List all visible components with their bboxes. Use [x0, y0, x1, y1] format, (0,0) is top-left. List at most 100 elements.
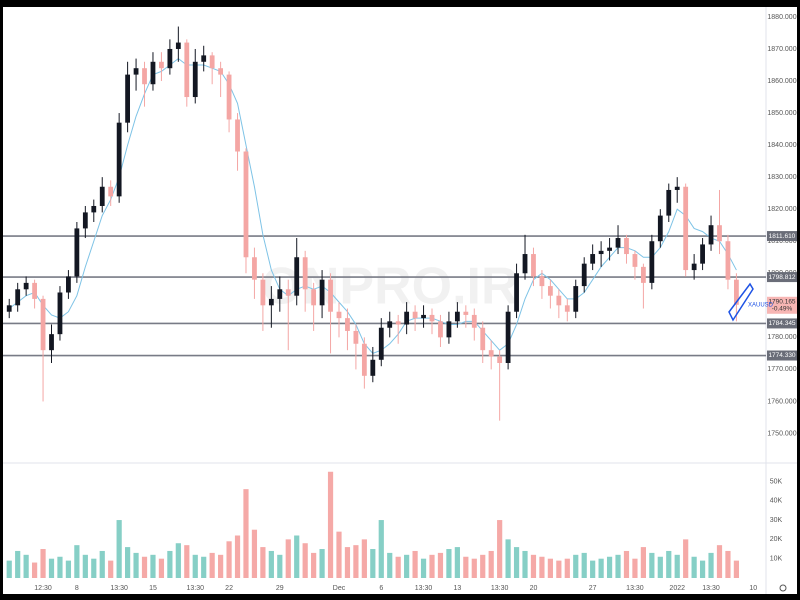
y-tick-label: 1820.000	[767, 206, 796, 213]
y-tick-label: 1860.000	[767, 78, 796, 85]
candle-body	[666, 189, 672, 216]
x-tick-label: 29	[276, 585, 284, 592]
candle-body	[691, 263, 697, 271]
candle-body	[649, 241, 655, 283]
volume-bar	[615, 554, 621, 578]
level-tag	[767, 231, 797, 242]
volume-bar	[167, 550, 173, 578]
candle-body	[573, 286, 579, 312]
volume-bar	[420, 558, 427, 578]
candle-body	[226, 74, 232, 120]
volume-bar	[294, 535, 300, 578]
volume-bar	[370, 549, 376, 578]
x-tick-label: 22	[225, 585, 233, 592]
candle-body	[708, 225, 714, 245]
volume-bar	[302, 543, 308, 578]
x-tick-label: 13:30	[110, 585, 128, 592]
candle-body	[378, 327, 384, 360]
volume-bar	[150, 554, 156, 578]
volume-bar	[65, 560, 72, 578]
candle-body	[268, 298, 274, 306]
volume-bar	[158, 558, 165, 578]
volume-bar	[378, 520, 384, 578]
candle-body	[116, 122, 122, 197]
level-label: 1811.610	[769, 233, 796, 240]
volume-bar	[513, 547, 520, 578]
candle-body	[607, 247, 612, 251]
y-tick-label: 1750.000	[767, 430, 796, 437]
volume-bar	[268, 550, 274, 578]
volume-bar	[471, 558, 477, 578]
candle-body	[167, 48, 173, 69]
candle-body	[598, 250, 604, 255]
candle-body	[66, 276, 71, 293]
candle-body	[471, 314, 477, 328]
x-tick-label: 13:30	[702, 585, 720, 592]
level-label: 1774.330	[768, 352, 795, 359]
level-tag	[767, 318, 797, 329]
candle-body	[734, 279, 739, 305]
candle-body	[6, 305, 12, 312]
volume-bar	[6, 560, 12, 578]
volume-bar	[344, 547, 351, 578]
volume-bar	[31, 562, 38, 578]
volume-bar	[666, 550, 672, 578]
candle-body	[218, 68, 224, 75]
y-tick-label: 1760.000	[767, 398, 796, 405]
volume-bar	[277, 554, 283, 578]
volume-bar	[522, 550, 528, 578]
volume-bar	[691, 556, 697, 578]
level-tag	[767, 272, 797, 283]
candle-body	[82, 212, 88, 229]
candle-body	[15, 289, 21, 306]
candle-body	[361, 343, 367, 376]
volume-bar	[564, 558, 570, 578]
volume-bar	[429, 554, 435, 578]
volume-bar	[15, 550, 21, 578]
x-tick-label: 13:30	[415, 585, 433, 592]
candle-body	[319, 279, 325, 306]
candle-body	[150, 61, 156, 85]
candle-body	[302, 257, 308, 290]
volume-bar	[319, 549, 325, 578]
volume-bar	[708, 552, 714, 578]
candle-body	[108, 186, 114, 197]
volume-bar	[404, 554, 410, 578]
volume-bar	[539, 556, 545, 578]
candle-body	[99, 186, 105, 206]
candle-body	[590, 254, 596, 264]
volume-tick-label: 40K	[770, 498, 783, 505]
volume-bar	[632, 558, 638, 578]
volume-bar	[243, 489, 249, 578]
volume-bar	[480, 554, 486, 578]
last-price-change: -0.49%	[772, 306, 793, 313]
candle-body	[497, 356, 503, 363]
candle-body	[556, 295, 562, 306]
y-tick-label: 1770.000	[767, 366, 796, 373]
candle-body	[463, 311, 469, 315]
candle-body	[294, 257, 300, 296]
candle-body	[412, 311, 418, 319]
x-tick-label: Dec	[333, 585, 346, 592]
volume-bar	[395, 556, 401, 578]
candle-body	[159, 61, 164, 69]
volume-bar	[175, 543, 181, 578]
y-tick-label: 1810.000	[767, 238, 796, 245]
volume-bar	[598, 558, 604, 578]
settings-icon[interactable]	[779, 584, 787, 592]
candle-body	[57, 292, 63, 335]
volume-bar	[116, 520, 122, 578]
y-tick-label: 1830.000	[767, 174, 796, 181]
volume-bar	[623, 550, 630, 578]
volume-bar	[234, 535, 241, 578]
volume-bar	[91, 558, 97, 578]
volume-bar	[716, 545, 723, 578]
volume-bar	[336, 531, 342, 578]
candle-body	[404, 311, 410, 325]
candle-body	[243, 151, 249, 258]
x-tick-label: 12:30	[34, 585, 52, 592]
candle-body	[531, 254, 536, 277]
volume-bar	[251, 529, 258, 578]
volume-bar	[125, 547, 131, 578]
